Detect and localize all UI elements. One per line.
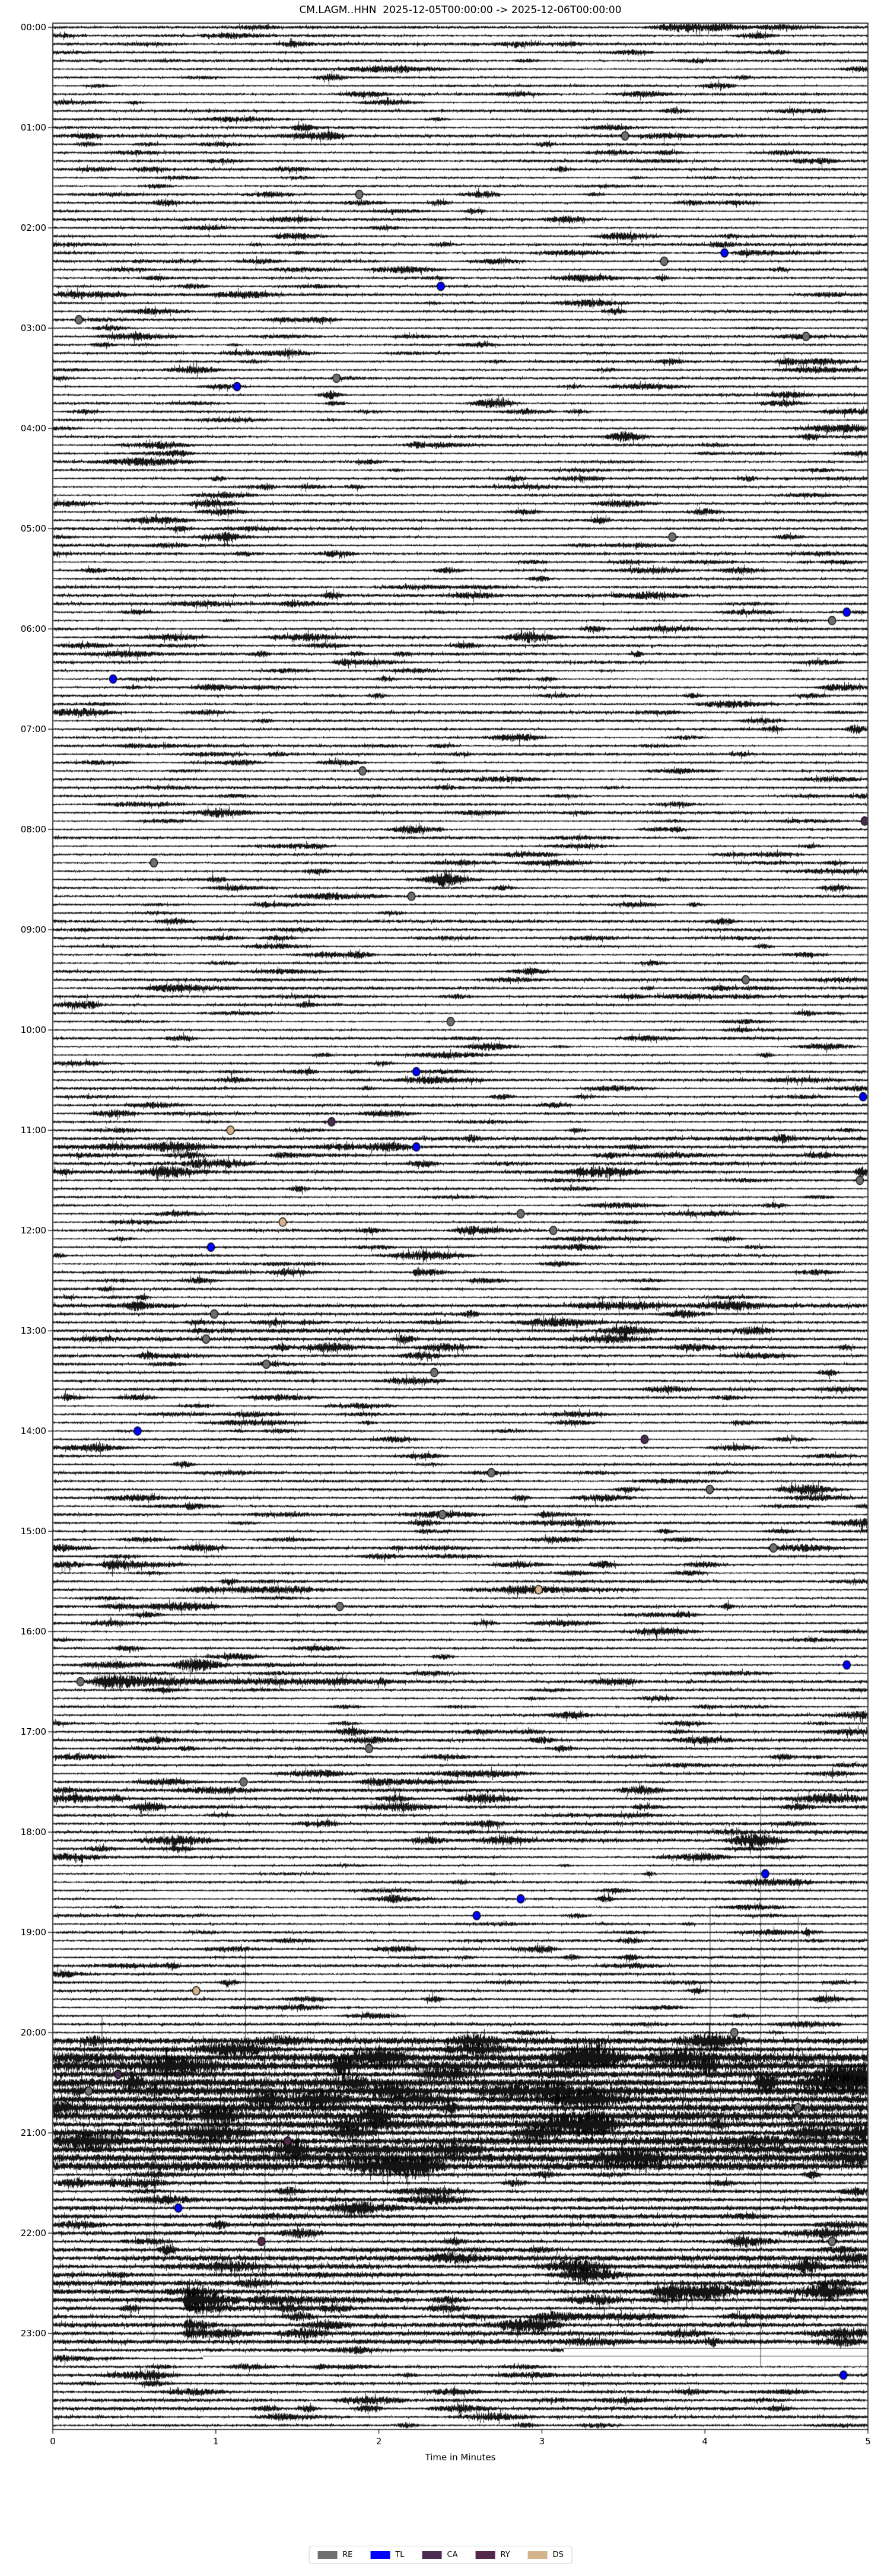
legend-swatch-ry — [475, 2551, 495, 2559]
y-tick-label: 20:00 — [20, 2027, 46, 2038]
y-tick-label: 22:00 — [20, 2228, 46, 2239]
y-tick-label: 18:00 — [20, 1827, 46, 1838]
legend-item: TL — [370, 2550, 405, 2559]
legend-swatch-tl — [370, 2551, 390, 2559]
legend-item: CA — [422, 2551, 458, 2559]
legend-label: TL — [395, 2550, 405, 2559]
y-tick-label: 08:00 — [20, 824, 46, 835]
y-tick-label: 01:00 — [20, 122, 46, 133]
y-tick-label: 16:00 — [20, 1626, 46, 1637]
x-tick-label: 3 — [539, 2436, 545, 2447]
legend-swatch-ca — [422, 2551, 442, 2559]
legend-label: CA — [447, 2550, 458, 2559]
y-tick-label: 00:00 — [20, 22, 46, 33]
y-tick-label: 07:00 — [20, 724, 46, 735]
legend-swatch-ds — [527, 2551, 548, 2559]
y-tick-label: 12:00 — [20, 1225, 46, 1236]
y-tick-label: 19:00 — [20, 1927, 46, 1938]
y-tick-label: 10:00 — [20, 1025, 46, 1036]
y-tick-label: 02:00 — [20, 222, 46, 234]
y-tick-label: 04:00 — [20, 423, 46, 434]
y-tick-label: 17:00 — [20, 1726, 46, 1738]
y-tick-label: 05:00 — [20, 523, 46, 535]
legend: RE TL CA RY DS — [308, 2546, 573, 2564]
legend-swatch-re — [317, 2551, 338, 2559]
y-tick-label: 15:00 — [20, 1526, 46, 1537]
y-tick-label: 13:00 — [20, 1325, 46, 1337]
legend-item: RE — [317, 2551, 352, 2559]
legend-label: RY — [500, 2550, 510, 2559]
y-tick-label: 09:00 — [20, 924, 46, 936]
x-tick-label: 2 — [376, 2436, 382, 2447]
y-tick-label: 14:00 — [20, 1426, 46, 1437]
y-tick-label: 21:00 — [20, 2127, 46, 2139]
y-tick-label: 03:00 — [20, 323, 46, 334]
y-tick-label: 11:00 — [20, 1125, 46, 1136]
y-tick-label: 23:00 — [20, 2328, 46, 2339]
legend-label: RE — [342, 2550, 353, 2559]
x-axis-title: Time in Minutes — [425, 2452, 496, 2463]
plot-title: CM.LAGM..HHN 2025-12-05T00:00:00 -> 2025… — [299, 4, 622, 16]
legend-item: DS — [527, 2550, 564, 2559]
legend-label: DS — [552, 2550, 564, 2559]
y-tick-label: 06:00 — [20, 624, 46, 635]
x-tick-label: 5 — [865, 2436, 871, 2447]
x-tick-label: 1 — [213, 2436, 219, 2447]
x-tick-label: 4 — [702, 2436, 708, 2447]
legend-item: RY — [475, 2550, 510, 2559]
x-tick-label: 0 — [50, 2436, 56, 2447]
